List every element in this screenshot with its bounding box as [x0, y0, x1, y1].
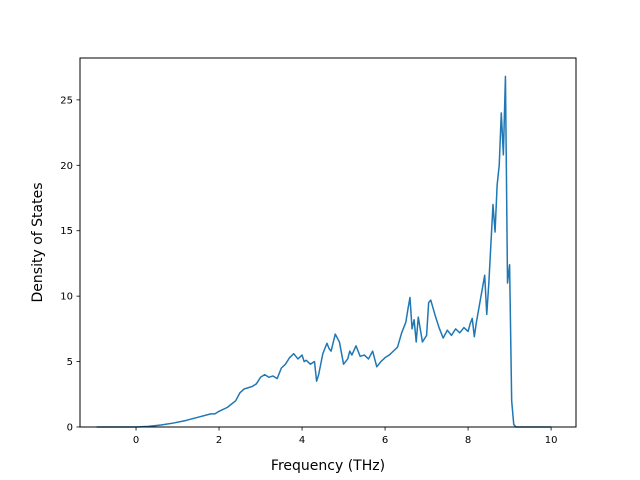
- y-tick-label: 20: [60, 161, 73, 172]
- y-tick-label: 10: [60, 292, 73, 303]
- y-tick-label: 5: [67, 357, 73, 368]
- series-layer: [96, 75, 552, 428]
- x-tick-label: 2: [216, 435, 222, 446]
- x-tick-label: 0: [133, 435, 139, 446]
- x-axis-label: Frequency (THz): [271, 458, 385, 474]
- dos-series-line: [96, 75, 552, 428]
- y-tick-label: 0: [67, 423, 73, 434]
- ticks-layer: 0 2 4 6 8 10 0 5 10 15 20 25: [60, 95, 557, 446]
- y-axis-label: Density of States: [30, 183, 46, 303]
- x-tick-label: 8: [465, 435, 471, 446]
- y-tick-label: 15: [60, 226, 73, 237]
- plot-frame: [79, 57, 577, 428]
- x-tick-label: 6: [382, 435, 388, 446]
- x-tick-label: 4: [299, 435, 305, 446]
- y-tick-label: 25: [60, 95, 73, 106]
- x-tick-label: 10: [545, 435, 558, 446]
